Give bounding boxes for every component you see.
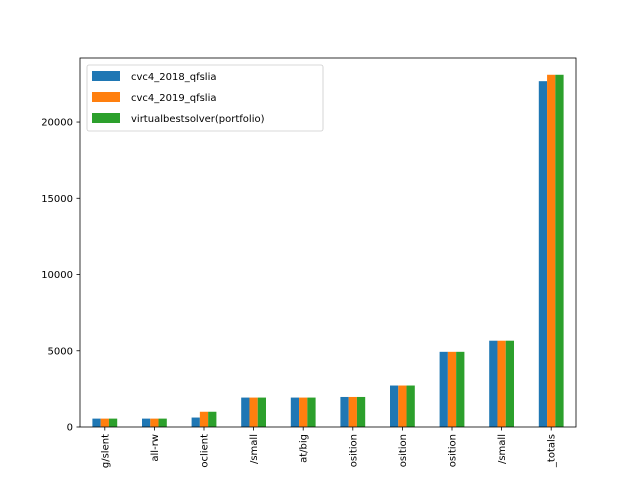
bar-cvc4_2019_qfslia-5 (348, 396, 357, 427)
x-tick-label: oclient (200, 434, 211, 468)
y-tick-label: 0 (67, 423, 73, 434)
bar-virtualbestsolver(portfolio)-4 (307, 397, 316, 427)
y-tick-label: 15000 (41, 194, 73, 205)
bar-virtualbestsolver(portfolio)-9 (555, 74, 564, 427)
legend-swatch-2 (92, 113, 120, 123)
legend-label-0: cvc4_2018_qfslia (131, 72, 217, 83)
legend-swatch-1 (92, 92, 120, 102)
x-tick-label: osition (398, 434, 409, 467)
bar-cvc4_2019_qfslia-4 (299, 397, 308, 427)
bar-cvc4_2018_qfslia-3 (241, 397, 250, 427)
bar-cvc4_2018_qfslia-7 (439, 351, 448, 427)
bar-cvc4_2019_qfslia-7 (447, 351, 457, 427)
bar-cvc4_2018_qfslia-0 (92, 418, 101, 427)
legend-label-1: cvc4_2019_qfslia (131, 93, 217, 104)
bar-cvc4_2019_qfslia-1 (150, 418, 159, 427)
bar-virtualbestsolver(portfolio)-6 (406, 385, 415, 427)
y-tick-label: 10000 (41, 270, 73, 281)
bar-cvc4_2019_qfslia-2 (199, 411, 209, 427)
legend-label-2: virtualbestsolver(portfolio) (131, 114, 265, 125)
y-tick-label: 20000 (41, 118, 73, 129)
x-tick-label: osition (448, 434, 459, 467)
y-tick-label: 5000 (48, 346, 73, 357)
bar-cvc4_2018_qfslia-1 (142, 418, 151, 427)
bar-cvc4_2019_qfslia-8 (497, 340, 506, 427)
bar-cvc4_2019_qfslia-3 (249, 397, 258, 427)
bar-cvc4_2018_qfslia-9 (538, 81, 548, 428)
legend-box (86, 64, 324, 132)
bar-virtualbestsolver(portfolio)-8 (505, 340, 514, 427)
bar-cvc4_2019_qfslia-6 (398, 385, 407, 427)
x-tick-label: /small (249, 434, 260, 464)
bar-virtualbestsolver(portfolio)-3 (257, 397, 266, 427)
bar-virtualbestsolver(portfolio)-1 (158, 418, 167, 427)
x-tick-label: at/big (299, 434, 310, 463)
bar-cvc4_2018_qfslia-8 (489, 340, 498, 427)
x-tick-label: /small (497, 434, 508, 464)
bar-virtualbestsolver(portfolio)-5 (356, 396, 366, 427)
bar-virtualbestsolver(portfolio)-7 (456, 351, 465, 427)
bar-cvc4_2018_qfslia-2 (191, 417, 200, 427)
x-tick-label: g/slent (100, 434, 111, 468)
legend: cvc4_2018_qfslia cvc4_2019_qfslia virtualb… (86, 64, 324, 132)
bar-cvc4_2019_qfslia-0 (100, 418, 109, 427)
bar-cvc4_2018_qfslia-5 (340, 396, 349, 427)
bar-virtualbestsolver(portfolio)-2 (208, 411, 217, 427)
bar-virtualbestsolver(portfolio)-0 (108, 418, 118, 427)
legend-swatch-0 (92, 71, 120, 81)
x-tick-label: all-rw (150, 434, 161, 462)
plot-frame (79, 57, 577, 428)
x-tick-label: _totals (547, 434, 558, 468)
x-tick-label: osition (348, 434, 359, 467)
bar-cvc4_2019_qfslia-9 (547, 74, 556, 427)
bar-cvc4_2018_qfslia-6 (390, 385, 399, 427)
bar-cvc4_2018_qfslia-4 (290, 397, 300, 427)
